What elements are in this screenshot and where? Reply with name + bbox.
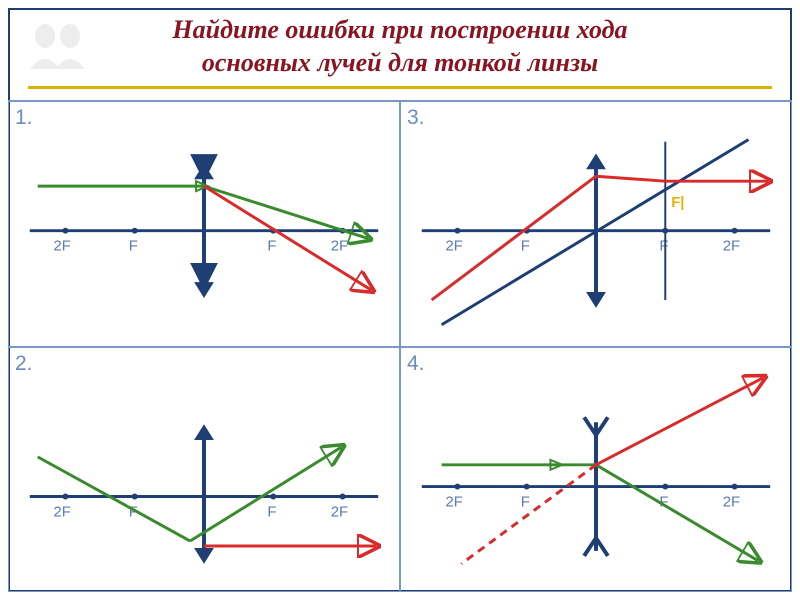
svg-text:2F: 2F [331,504,348,520]
panel-1: 1. 2F F F 2F [8,101,400,347]
svg-text:F: F [267,504,276,520]
panel-2: 2. 2F F F 2F [8,347,400,593]
svg-text:2F: 2F [54,504,71,520]
svg-text:F: F [659,238,668,254]
title-line1: Найдите ошибки при построении хода [172,15,627,44]
svg-text:2F: 2F [331,238,348,254]
svg-text:2F: 2F [446,238,463,254]
diagram-3: 2F F F 2F F| [401,102,791,346]
svg-text:F: F [267,238,276,254]
svg-text:F: F [521,494,530,510]
svg-text:F: F [521,238,530,254]
svg-text:2F: 2F [446,494,463,510]
panels-grid: 1. 2F F F 2F [8,100,792,592]
panel-4: 4. 2F F F 2F [400,347,792,593]
diagram-2: 2F F F 2F [9,348,399,592]
diagram-4: 2F F F 2F [401,348,791,592]
title-underline [28,86,772,89]
diagram-1: 2F F F 2F [9,102,399,346]
panel-3: 3. 2F F F 2F F| [400,101,792,347]
svg-text:F: F [129,238,138,254]
title-line2: основных лучей для тонкой линзы [202,48,598,77]
svg-text:2F: 2F [723,494,740,510]
svg-text:2F: 2F [54,238,71,254]
page-title: Найдите ошибки при построении хода основ… [20,14,780,79]
svg-text:2F: 2F [723,238,740,254]
f-prime-label: F| [671,195,684,211]
